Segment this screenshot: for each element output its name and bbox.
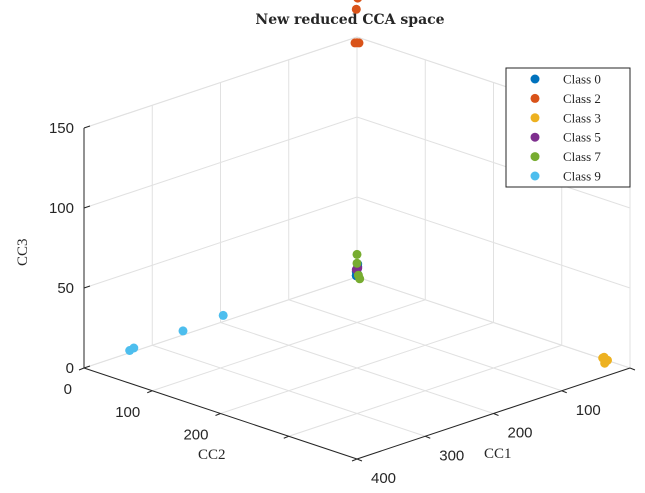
data-point-class-1 — [351, 4, 361, 14]
x-axis-label: CC1 — [484, 446, 512, 462]
legend-label: Class 3 — [563, 110, 601, 125]
legend-marker — [530, 113, 540, 123]
x-tick-label: 400 — [371, 470, 396, 487]
x-tick-mark — [425, 435, 431, 439]
y-tick-mark — [351, 458, 358, 462]
y-tick-mark — [147, 390, 153, 394]
data-point-class-1 — [353, 0, 362, 3]
z-tick-mark — [83, 125, 91, 129]
x-tick-mark — [561, 390, 567, 394]
legend-label: Class 5 — [563, 130, 601, 145]
z-tick-mark — [83, 365, 91, 369]
y-tick-label: 100 — [115, 404, 140, 421]
axes-layer — [78, 125, 636, 462]
legend-marker — [530, 152, 540, 162]
gridline-floor-y — [220, 322, 494, 414]
legend-label: Class 9 — [563, 169, 601, 184]
legend-marker — [530, 74, 540, 84]
y-tick-label: 200 — [183, 427, 208, 444]
legend-label: Class 7 — [563, 149, 601, 164]
gridline-floor-y — [288, 299, 562, 392]
data-point-class-2 — [600, 358, 610, 368]
legend-marker — [530, 132, 540, 142]
data-point-class-4 — [353, 270, 363, 280]
z-tick-label: 50 — [57, 280, 74, 297]
y-axis-label: CC2 — [198, 447, 226, 463]
z-tick-mark — [83, 285, 91, 289]
x-tick-mark — [493, 413, 499, 416]
data-point-class-4 — [352, 249, 362, 259]
legend-label: Class 0 — [563, 72, 601, 87]
legend: Class 0 Class 2 Class 3 Class 5 Class 7 Class… — [505, 67, 631, 188]
gridline-wall-z — [356, 196, 631, 289]
y-tick-label: 0 — [64, 381, 72, 398]
y-tick-mark — [215, 413, 221, 416]
ticks-layer: 0 50 100 150 0 100 200 100 200 300 400 — [49, 120, 601, 487]
data-point-class-5 — [125, 346, 135, 355]
points-layer — [125, 0, 612, 368]
gridline-wall-z — [83, 36, 358, 129]
z-tick-mark — [83, 205, 91, 209]
x-tick-mark — [356, 458, 363, 462]
legend-box — [505, 67, 631, 188]
data-point-class-1 — [352, 38, 362, 48]
legend-label: Class 2 — [563, 91, 601, 106]
x-tick-label: 300 — [439, 447, 464, 464]
gridline-wall-z — [356, 276, 631, 369]
x-tick-mark — [629, 367, 636, 371]
z-tick-label: 0 — [66, 360, 74, 377]
data-point-class-4 — [352, 258, 362, 268]
z-tick-label: 100 — [49, 200, 74, 217]
x-tick-label: 200 — [508, 425, 533, 442]
gridline-wall-z — [83, 116, 358, 209]
z-tick-label: 150 — [49, 120, 74, 137]
x-tick-label: 100 — [576, 402, 601, 419]
y-tick-mark — [283, 435, 289, 439]
y-tick-mark — [78, 367, 85, 371]
legend-marker — [530, 171, 540, 181]
gridline-floor-y — [152, 344, 426, 437]
gridline-wall-z — [83, 196, 358, 289]
gridline-wall-z — [356, 116, 631, 209]
chart-title: New reduced CCA space — [255, 12, 444, 28]
z-axis-label: CC3 — [15, 238, 31, 266]
data-point-class-5 — [178, 326, 188, 336]
legend-marker — [530, 93, 540, 103]
data-point-class-5 — [218, 310, 228, 320]
